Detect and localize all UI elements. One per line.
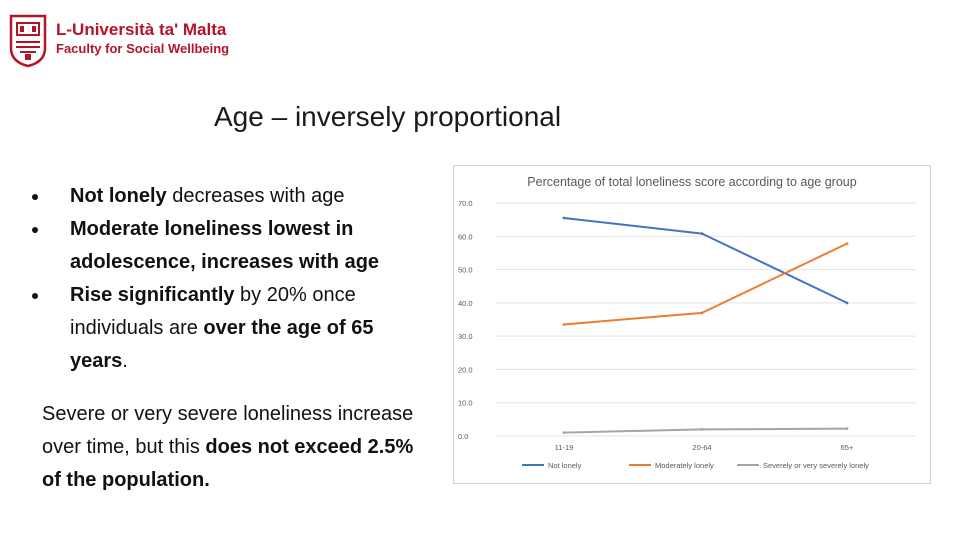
bullet-item: Not lonely decreases with age (30, 180, 420, 213)
data-point (562, 323, 566, 326)
y-tick-label: 0.0 (458, 432, 468, 441)
y-tick-label: 50.0 (458, 266, 473, 275)
data-point (700, 427, 704, 431)
university-logo: L-Università ta' Malta Faculty for Socia… (8, 14, 229, 68)
loneliness-chart: Percentage of total loneliness score acc… (453, 165, 931, 484)
data-point (562, 216, 566, 220)
data-point (845, 427, 849, 431)
bullet-item: Moderate loneliness lowest in adolescenc… (30, 213, 420, 279)
data-point (845, 242, 849, 246)
chart-title: Percentage of total loneliness score acc… (527, 175, 856, 189)
data-point (700, 311, 704, 315)
faculty-name: Faculty for Social Wellbeing (56, 41, 230, 56)
bullet-list: Not lonely decreases with age Moderate l… (30, 180, 420, 378)
data-point (562, 431, 566, 435)
x-tick-label: 20-64 (692, 443, 711, 452)
x-tick-label: 11-19 (555, 443, 574, 452)
y-tick-label: 60.0 (458, 232, 473, 241)
y-tick-label: 30.0 (458, 332, 473, 341)
legend-label: Not lonely (548, 461, 582, 470)
data-point (845, 301, 849, 305)
bullet-item: Rise significantly by 20% once individua… (30, 279, 420, 378)
y-tick-label: 10.0 (458, 399, 473, 408)
series-line-3 (563, 427, 848, 434)
y-tick-label: 40.0 (458, 299, 473, 308)
slide-title: Age – inversely proportional (214, 101, 562, 132)
summary-paragraph: Severe or very severe loneliness increas… (42, 403, 414, 491)
y-tick-label: 20.0 (458, 365, 473, 374)
series-line-2 (563, 242, 848, 326)
x-tick-label: 65+ (841, 443, 854, 452)
university-name: L-Università ta' Malta (56, 20, 227, 39)
chart-svg: Percentage of total loneliness score acc… (458, 175, 916, 470)
y-tick-label: 70.0 (458, 199, 473, 208)
legend-label: Severely or very severely lonely (763, 461, 869, 470)
university-crest-icon (9, 14, 47, 68)
series-line-1 (563, 216, 848, 304)
legend-label: Moderately lonely (655, 461, 714, 470)
data-point (700, 232, 704, 236)
